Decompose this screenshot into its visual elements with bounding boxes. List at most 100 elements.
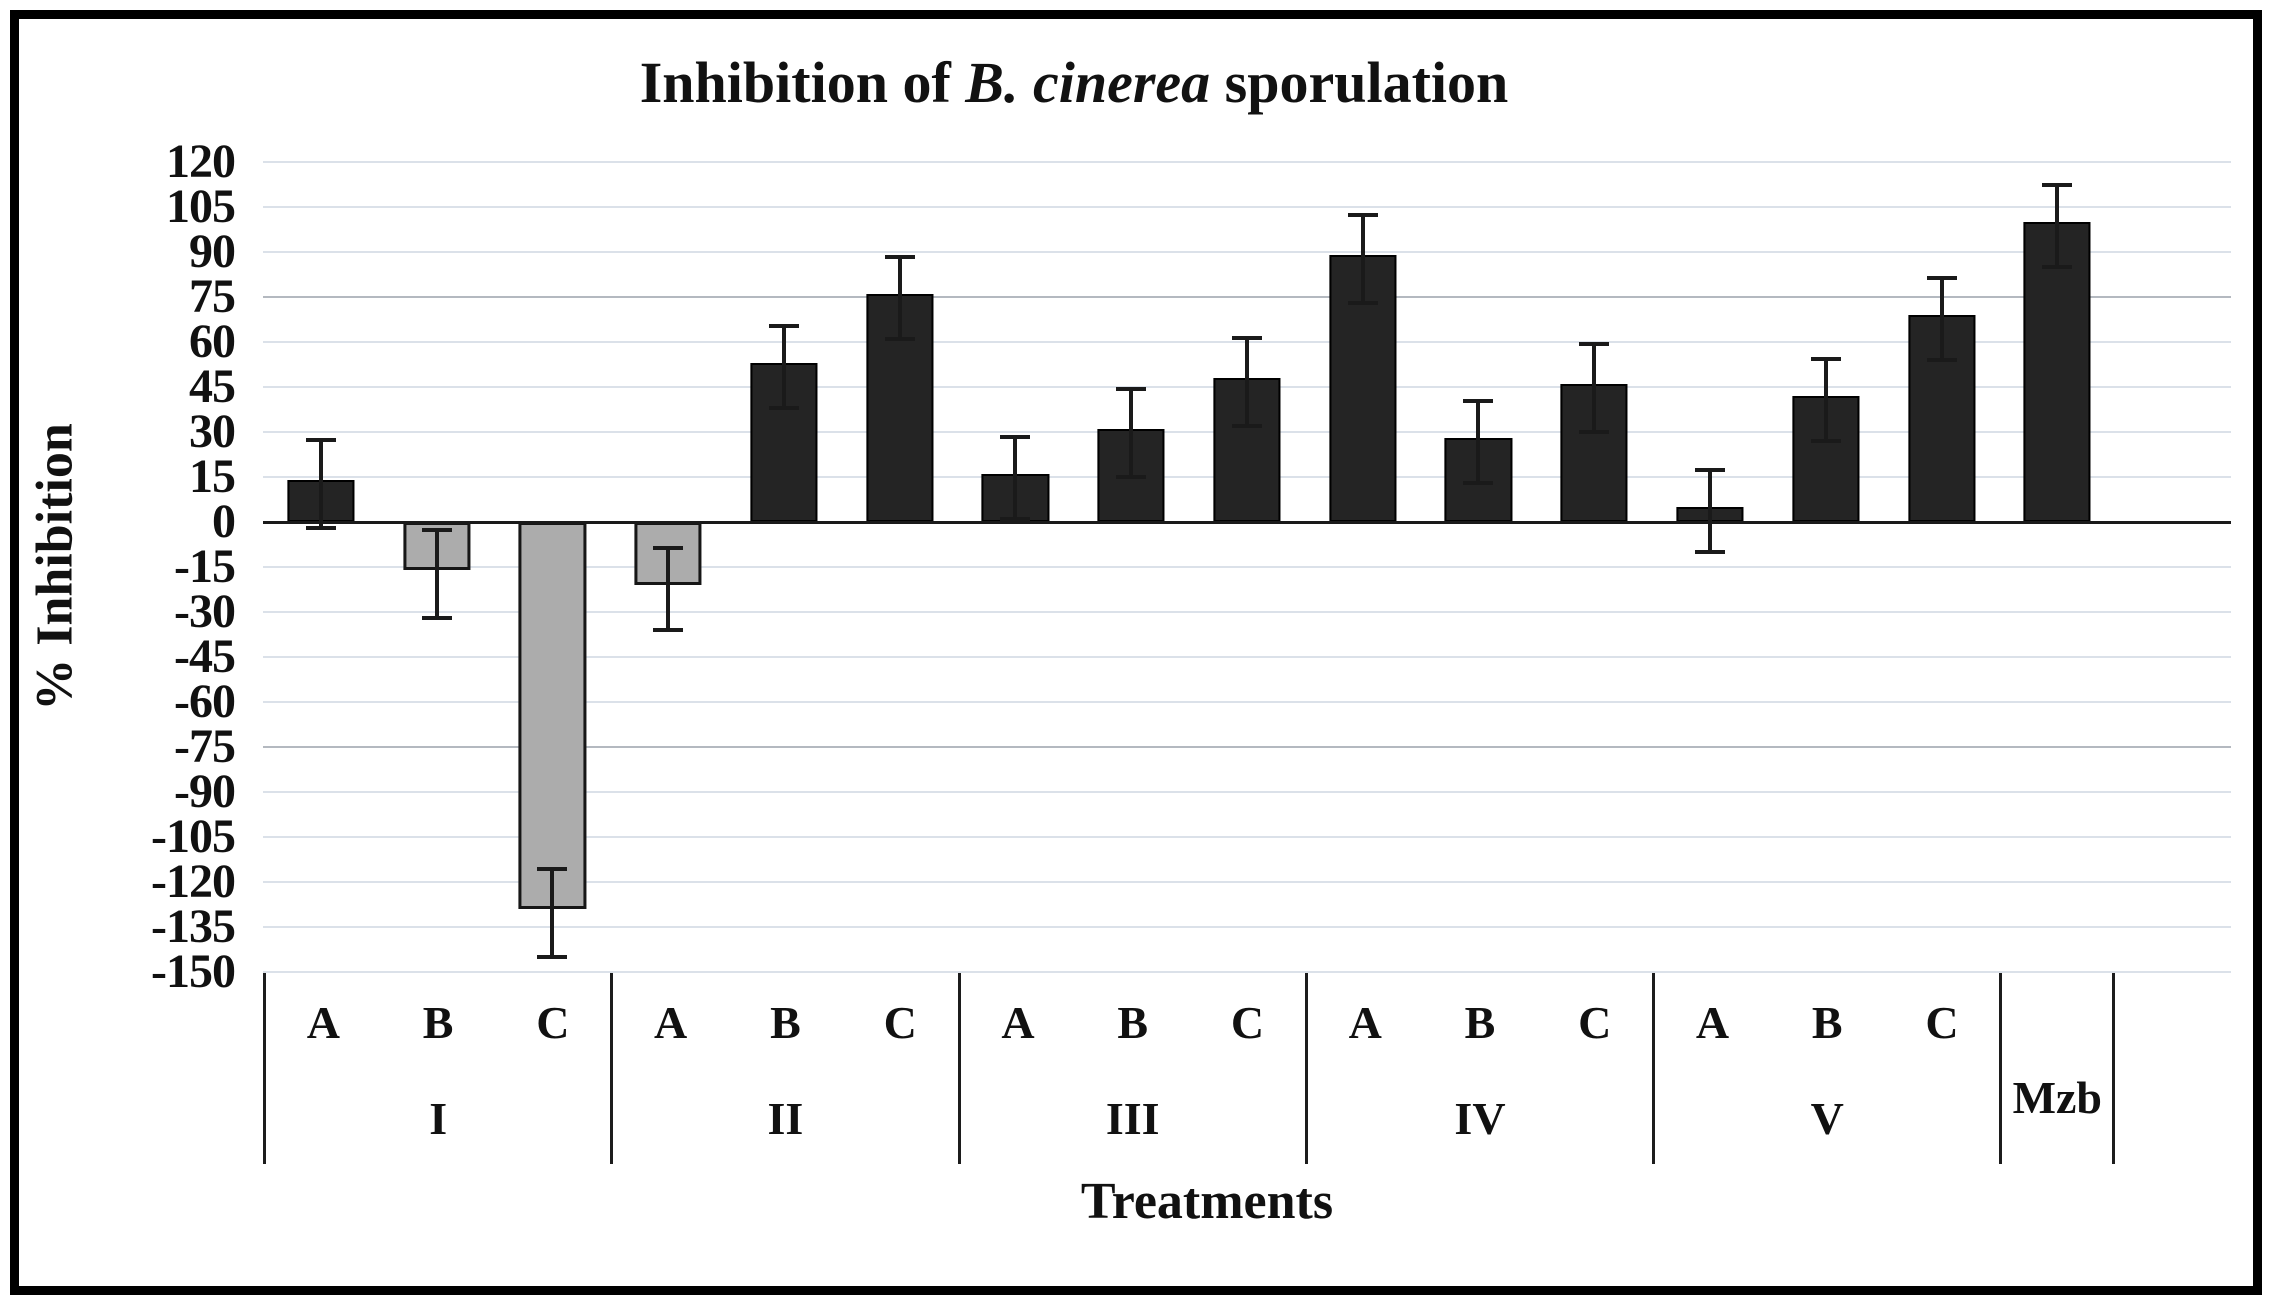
category-section-II: A B C II [610, 972, 957, 1164]
bars-layer [263, 162, 2231, 972]
bar-group-Mzb [1999, 162, 2115, 972]
bar-II-B [750, 363, 818, 522]
y-tick-label--120: -120 [151, 855, 236, 908]
error-bar-V-A [1695, 468, 1725, 554]
category-label-III-A: A [1001, 996, 1035, 1048]
error-bar-I-B [421, 528, 452, 620]
gridline--150 [263, 971, 2231, 973]
bar-slot-III-A [958, 162, 1074, 972]
y-axis-label: % Inhibition [26, 423, 84, 711]
bar-slot-I-B [379, 162, 495, 972]
gridline--45 [263, 656, 2231, 658]
category-label-IV-B: B [1464, 996, 1496, 1048]
y-tick-label-60: 60 [189, 315, 236, 368]
category-letter-row-III: A B C [961, 972, 1305, 1072]
category-label-III-C: C [1230, 996, 1265, 1048]
gridline--30 [263, 611, 2231, 613]
gridline-105 [263, 205, 2231, 208]
bar-slot-IV-A [1305, 162, 1421, 972]
bar-slot-I-A [263, 162, 379, 972]
gridline--90 [263, 791, 2231, 793]
bar-I-C [518, 522, 586, 909]
error-bar-II-C [884, 255, 915, 341]
category-section-I: A B C I [263, 972, 610, 1164]
y-tick-label-0: 0 [212, 495, 236, 548]
title-species-italic: B. cinerea [965, 50, 1211, 115]
y-tick-label--135: -135 [151, 900, 236, 953]
bar-slot-V-B [1768, 162, 1884, 972]
category-letter-row-II: A B C [613, 972, 957, 1072]
gridline-120 [263, 161, 2231, 163]
y-tick-label--150: -150 [151, 945, 236, 998]
category-letter-row-I: A B C [266, 972, 610, 1072]
gridline-75 [263, 295, 2231, 298]
zero-axis-line [263, 520, 2231, 524]
bar-slot-II-B [726, 162, 842, 972]
category-label-V-A: A [1695, 996, 1730, 1048]
title-suffix: sporulation [1210, 50, 1509, 115]
y-tick-label--75: -75 [174, 720, 236, 773]
error-bar-II-B [768, 324, 799, 410]
error-bar-III-B [1116, 387, 1147, 479]
bar-group-II [610, 162, 957, 972]
y-axis-ticks: 120 105 90 75 60 45 30 15 0 -15 -30 -45 -60 -75 -90 -10… [91, 138, 263, 996]
bar-slot-III-C [1189, 162, 1305, 972]
gridline--60 [263, 700, 2231, 703]
category-label-I-C: C [536, 996, 570, 1048]
category-axis: A B C I A B C II A B C III A B C IV A B C V Mzb [263, 972, 2231, 1164]
gridline-90 [263, 250, 2231, 253]
y-tick-label--45: -45 [174, 630, 236, 683]
y-tick-label--90: -90 [174, 765, 236, 818]
error-bar-III-A [1000, 435, 1031, 521]
chart-title: Inhibition of B. cinerea sporulation [19, 49, 2191, 116]
category-label-II-A: A [654, 996, 688, 1048]
y-tick-label-75: 75 [189, 269, 236, 323]
plot-column: A B C I A B C II A B C III A B C IV A B C V Mzb Treatments [263, 161, 2231, 1231]
bar-slot-V-A [1652, 162, 1768, 972]
group-label-III: III [1105, 1092, 1160, 1144]
gridline--15 [263, 566, 2231, 568]
group-label-I: I [429, 1092, 448, 1144]
y-tick-label--60: -60 [174, 674, 236, 728]
bar-slot-IV-C [1536, 162, 1652, 972]
y-tick-label-45: 45 [189, 360, 236, 413]
bar-slot-IV-B [1421, 162, 1537, 972]
error-bar-II-A [653, 546, 684, 632]
bar-group-I [263, 162, 610, 972]
category-section-Mzb: Mzb [1999, 972, 2116, 1164]
x-axis-label: Treatments [1080, 1173, 1334, 1230]
category-section-III: A B C III [957, 972, 1305, 1164]
group-label-Mzb: Mzb [2012, 1071, 2102, 1123]
category-section-IV: A B C IV [1304, 972, 1652, 1164]
group-label-II: II [767, 1092, 804, 1144]
bar-group-IV [1305, 162, 1652, 972]
y-tick-label--15: -15 [174, 540, 236, 593]
category-label-V-C: C [1925, 996, 1959, 1048]
y-tick-label--105: -105 [151, 810, 236, 863]
category-label-V-B: B [1811, 996, 1843, 1048]
y-tick-label-120: 120 [166, 135, 236, 188]
error-bar-IV-A [1347, 213, 1378, 305]
y-tick-label--30: -30 [174, 585, 236, 638]
error-bar-I-A [305, 438, 336, 530]
category-label-I-B: B [422, 996, 454, 1048]
category-letter-row-V: A B C [1655, 972, 1999, 1072]
bar-group-V [1652, 162, 1999, 972]
category-label-III-B: B [1117, 996, 1149, 1048]
title-prefix: Inhibition of [639, 50, 966, 115]
gridline--120 [263, 880, 2231, 883]
group-label-IV: IV [1454, 1092, 1506, 1144]
bar-slot-I-C [495, 162, 611, 972]
category-label-IV-C: C [1578, 996, 1612, 1048]
error-bar-IV-C [1579, 342, 1610, 434]
y-tick-label-105: 105 [166, 180, 236, 233]
category-label-IV-A: A [1348, 996, 1382, 1048]
gridline--105 [263, 836, 2231, 838]
bar-slot-V-C [1884, 162, 2000, 972]
error-bar-Mzb [2042, 183, 2073, 269]
bar-group-III [958, 162, 1305, 972]
group-label-V: V [1810, 1092, 1844, 1144]
chart-body: % Inhibition 120 105 90 75 60 45 30 15 0 -15 -30 -4… [19, 138, 2253, 1231]
error-bar-III-C [1231, 336, 1262, 428]
y-tick-label-30: 30 [189, 404, 236, 458]
